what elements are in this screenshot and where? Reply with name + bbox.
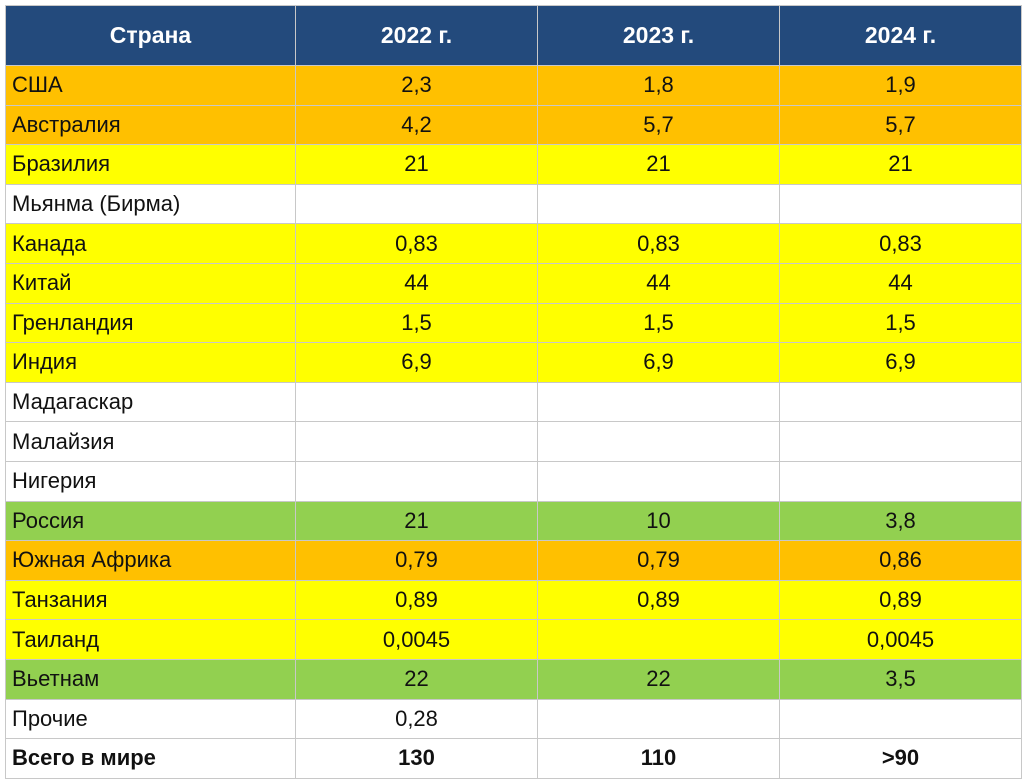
value-cell-2024: 0,83	[779, 223, 1022, 264]
value-cell-2023: 1,5	[537, 302, 780, 344]
value-cell-2023: 0,79	[537, 540, 780, 581]
table-row: Таиланд 0,0045 0,0045	[5, 619, 1022, 660]
header-2024: 2024 г.	[779, 5, 1022, 66]
value-cell-2023: 0,89	[537, 579, 780, 621]
value-cell-2024: 1,9	[779, 65, 1022, 106]
value-cell-2022: 44	[295, 262, 538, 304]
value-cell-2023	[537, 381, 780, 423]
header-2022: 2022 г.	[295, 5, 538, 66]
country-cell: Бразилия	[5, 144, 296, 185]
value-cell-2023: 5,7	[537, 104, 780, 146]
value-cell-2023	[537, 183, 780, 225]
value-cell-2024	[779, 460, 1022, 502]
value-cell-2024: 5,7	[779, 104, 1022, 146]
value-cell-2024: 0,86	[779, 540, 1022, 581]
value-cell-2024: >90	[779, 738, 1022, 779]
table-row: Индия 6,9 6,9 6,9	[5, 342, 1022, 383]
value-cell-2023: 0,83	[537, 223, 780, 264]
value-cell-2022: 21	[295, 500, 538, 542]
country-cell: Мьянма (Бирма)	[5, 183, 296, 225]
value-cell-2023: 10	[537, 500, 780, 542]
country-cell: Россия	[5, 500, 296, 542]
table-row: Мадагаскар	[5, 381, 1022, 423]
table-row: Канада 0,83 0,83 0,83	[5, 223, 1022, 264]
table-row: Гренландия 1,5 1,5 1,5	[5, 302, 1022, 344]
value-cell-2024	[779, 183, 1022, 225]
value-cell-2022	[295, 183, 538, 225]
table-row: Танзания 0,89 0,89 0,89	[5, 579, 1022, 621]
value-cell-2024	[779, 698, 1022, 740]
value-cell-2022	[295, 381, 538, 423]
header-country: Страна	[5, 5, 296, 66]
value-cell-2024: 21	[779, 144, 1022, 185]
production-table: Страна 2022 г. 2023 г. 2024 г. США 2,3 1,8…	[5, 5, 1022, 779]
value-cell-2023: 22	[537, 658, 780, 700]
value-cell-2024: 6,9	[779, 342, 1022, 383]
value-cell-2023: 110	[537, 738, 780, 779]
value-cell-2022	[295, 460, 538, 502]
value-cell-2022: 4,2	[295, 104, 538, 146]
country-cell: Канада	[5, 223, 296, 264]
country-cell: Таиланд	[5, 619, 296, 660]
value-cell-2022: 0,83	[295, 223, 538, 264]
value-cell-2023: 6,9	[537, 342, 780, 383]
value-cell-2023: 21	[537, 144, 780, 185]
table-row: Китай 44 44 44	[5, 262, 1022, 304]
country-cell: Прочие	[5, 698, 296, 740]
value-cell-2024: 44	[779, 262, 1022, 304]
country-cell: США	[5, 65, 296, 106]
value-cell-2024: 3,5	[779, 658, 1022, 700]
country-cell: Малайзия	[5, 421, 296, 462]
table-row: Нигерия	[5, 460, 1022, 502]
country-cell: Южная Африка	[5, 540, 296, 581]
value-cell-2022: 130	[295, 738, 538, 779]
table-row: Прочие 0,28	[5, 698, 1022, 740]
value-cell-2024	[779, 421, 1022, 462]
country-cell: Мадагаскар	[5, 381, 296, 423]
table-row: Австралия 4,2 5,7 5,7	[5, 104, 1022, 146]
header-2023: 2023 г.	[537, 5, 780, 66]
value-cell-2022: 6,9	[295, 342, 538, 383]
value-cell-2022: 0,28	[295, 698, 538, 740]
value-cell-2023	[537, 698, 780, 740]
value-cell-2022: 21	[295, 144, 538, 185]
value-cell-2022: 22	[295, 658, 538, 700]
value-cell-2023	[537, 421, 780, 462]
table-row: Вьетнам 22 22 3,5	[5, 658, 1022, 700]
table-row: Южная Африка 0,79 0,79 0,86	[5, 540, 1022, 581]
value-cell-2022: 2,3	[295, 65, 538, 106]
table-row: Малайзия	[5, 421, 1022, 462]
value-cell-2023: 44	[537, 262, 780, 304]
country-cell: Вьетнам	[5, 658, 296, 700]
country-cell: Всего в мире	[5, 738, 296, 779]
value-cell-2024: 3,8	[779, 500, 1022, 542]
country-cell: Гренландия	[5, 302, 296, 344]
value-cell-2023: 1,8	[537, 65, 780, 106]
value-cell-2024	[779, 381, 1022, 423]
value-cell-2024: 0,0045	[779, 619, 1022, 660]
country-cell: Нигерия	[5, 460, 296, 502]
country-cell: Китай	[5, 262, 296, 304]
value-cell-2022	[295, 421, 538, 462]
value-cell-2023	[537, 619, 780, 660]
value-cell-2024: 1,5	[779, 302, 1022, 344]
country-cell: Танзания	[5, 579, 296, 621]
country-cell: Индия	[5, 342, 296, 383]
country-cell: Австралия	[5, 104, 296, 146]
table-row: Мьянма (Бирма)	[5, 183, 1022, 225]
value-cell-2022: 0,0045	[295, 619, 538, 660]
total-row: Всего в мире 130 110 >90	[5, 738, 1022, 779]
value-cell-2024: 0,89	[779, 579, 1022, 621]
value-cell-2022: 0,79	[295, 540, 538, 581]
value-cell-2022: 1,5	[295, 302, 538, 344]
table-row: США 2,3 1,8 1,9	[5, 65, 1022, 106]
table-row: Бразилия 21 21 21	[5, 144, 1022, 185]
table-row: Россия 21 10 3,8	[5, 500, 1022, 542]
value-cell-2023	[537, 460, 780, 502]
header-row: Страна 2022 г. 2023 г. 2024 г.	[5, 5, 1022, 66]
value-cell-2022: 0,89	[295, 579, 538, 621]
